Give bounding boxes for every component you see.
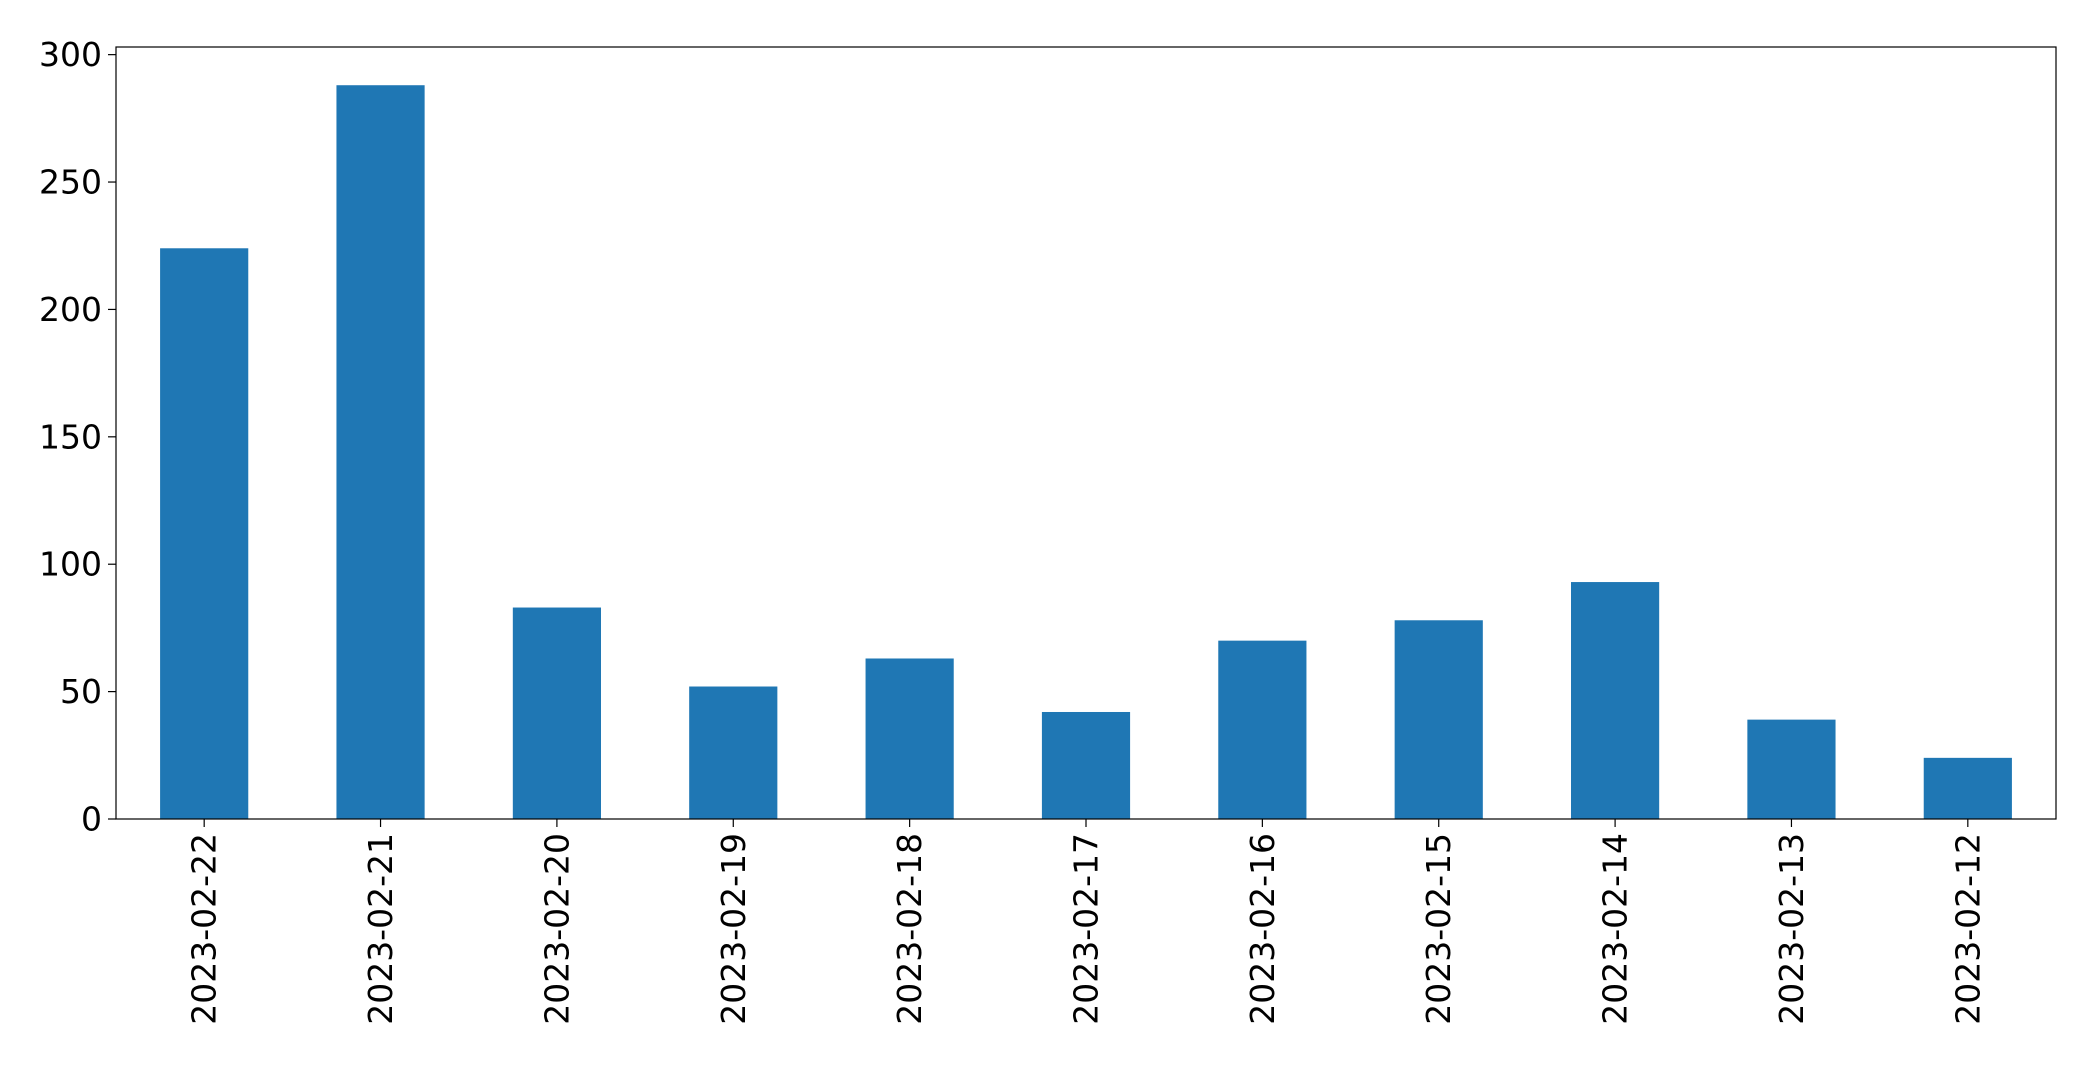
bar	[689, 686, 778, 819]
x-tick-label: 2023-02-17	[1067, 833, 1106, 1025]
bar	[1041, 711, 1131, 819]
y-axis: 0 50 100 150 200 250 300	[39, 35, 116, 839]
bar	[512, 607, 601, 819]
y-tick-label: 100	[39, 545, 102, 584]
plot-area	[115, 46, 2057, 820]
x-tick-label: 2023-02-15	[1419, 833, 1458, 1025]
plot-frame	[115, 46, 2057, 820]
y-tick-label: 150	[39, 417, 102, 456]
bar	[1218, 640, 1307, 819]
bar	[1571, 582, 1660, 819]
x-tick-label: 2023-02-21	[361, 833, 400, 1025]
x-tick-label: 2023-02-16	[1243, 833, 1282, 1025]
x-axis: 2023-02-22 2023-02-21 2023-02-20 2023-02-19…	[185, 819, 1987, 1025]
x-tick-label: 2023-02-22	[185, 833, 224, 1025]
y-tick-label: 200	[39, 290, 102, 329]
x-tick-label: 2023-02-12	[1948, 833, 1987, 1025]
x-tick-label: 2023-02-18	[890, 833, 929, 1025]
bar	[336, 85, 425, 820]
x-tick-label: 2023-02-14	[1596, 833, 1635, 1025]
bar	[160, 248, 249, 819]
x-tick-label: 2023-02-19	[714, 833, 753, 1025]
y-tick-label: 300	[39, 35, 102, 74]
bar	[1394, 620, 1483, 819]
x-tick-label: 2023-02-20	[537, 833, 576, 1025]
y-tick-label: 250	[39, 163, 102, 202]
bar	[1747, 719, 1836, 819]
bar	[865, 658, 954, 819]
bars-group	[160, 85, 2012, 820]
bar	[1923, 757, 2012, 819]
y-tick-label: 50	[60, 672, 102, 711]
x-tick-label: 2023-02-13	[1772, 833, 1811, 1025]
y-tick-label: 0	[81, 800, 102, 839]
